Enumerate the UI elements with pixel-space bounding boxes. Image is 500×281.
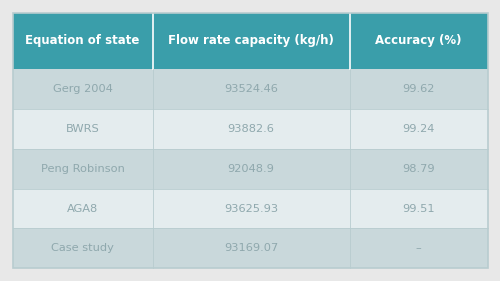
Text: Accuracy (%): Accuracy (%): [376, 34, 462, 47]
Text: BWRS: BWRS: [66, 124, 100, 134]
Bar: [350, 69, 488, 109]
Bar: [152, 69, 350, 109]
Text: 93524.46: 93524.46: [224, 84, 278, 94]
Bar: [12, 13, 152, 69]
Bar: [12, 109, 152, 149]
Text: 93882.6: 93882.6: [228, 124, 274, 134]
Bar: [12, 149, 152, 189]
Text: Equation of state: Equation of state: [26, 34, 140, 47]
Bar: [12, 228, 152, 268]
Text: 99.24: 99.24: [402, 124, 435, 134]
Bar: [152, 13, 350, 69]
Text: 98.79: 98.79: [402, 164, 435, 174]
Bar: [12, 69, 152, 109]
Bar: [350, 149, 488, 189]
Text: Gerg 2004: Gerg 2004: [52, 84, 112, 94]
Text: Flow rate capacity (kg/h): Flow rate capacity (kg/h): [168, 34, 334, 47]
Text: 99.62: 99.62: [402, 84, 435, 94]
Bar: [350, 228, 488, 268]
Bar: [152, 228, 350, 268]
Bar: [152, 189, 350, 228]
Bar: [152, 149, 350, 189]
Text: –: –: [416, 243, 422, 253]
Bar: [350, 13, 488, 69]
Bar: [350, 109, 488, 149]
Text: 93169.07: 93169.07: [224, 243, 278, 253]
Text: AGA8: AGA8: [67, 203, 98, 214]
Text: 92048.9: 92048.9: [228, 164, 274, 174]
Bar: [152, 109, 350, 149]
Text: Peng Robinson: Peng Robinson: [40, 164, 124, 174]
Text: Case study: Case study: [51, 243, 114, 253]
Text: 93625.93: 93625.93: [224, 203, 278, 214]
Text: 99.51: 99.51: [402, 203, 435, 214]
Bar: [12, 189, 152, 228]
Bar: [350, 189, 488, 228]
